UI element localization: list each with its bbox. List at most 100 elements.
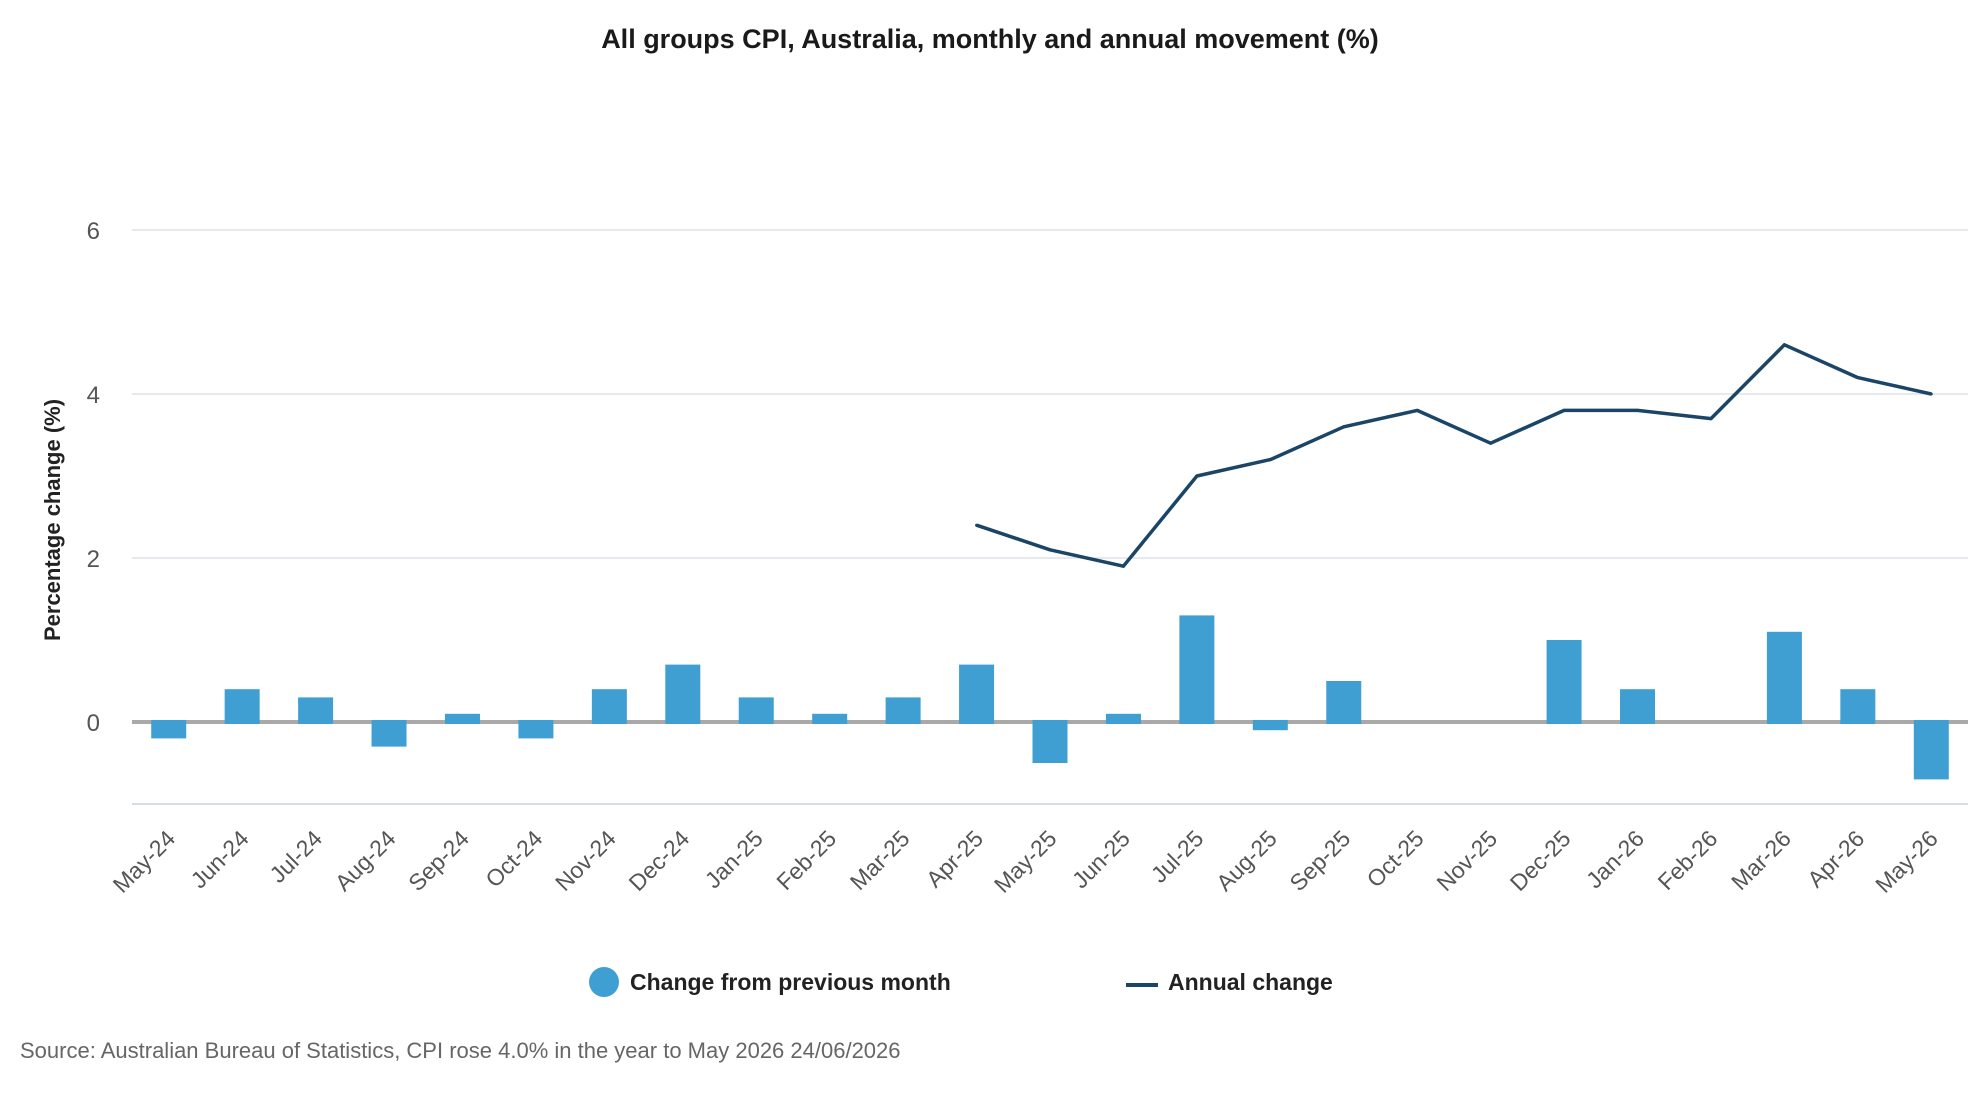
y-tick-label: 0 bbox=[87, 710, 100, 737]
y-axis-ticks: 0 2 4 6 bbox=[87, 218, 100, 737]
bar-base-Jan-26 bbox=[1620, 720, 1656, 724]
grid-lines bbox=[132, 229, 1968, 805]
x-tick-label: Oct-25 bbox=[1362, 825, 1429, 892]
y-axis-label: Percentage change (%) bbox=[40, 399, 65, 641]
bar-base-Mar-26 bbox=[1766, 720, 1802, 724]
legend-line-label: Annual change bbox=[1168, 969, 1333, 995]
bar-May-25 bbox=[1032, 722, 1068, 763]
x-tick-label: Jun-25 bbox=[1067, 825, 1135, 893]
bar-base-May-25 bbox=[1032, 720, 1068, 724]
bar-base-Jun-25 bbox=[1105, 720, 1141, 724]
annual-point-May-25 bbox=[1048, 548, 1052, 552]
bar-Mar-26 bbox=[1766, 631, 1802, 722]
y-tick-label: 2 bbox=[87, 546, 100, 573]
annual-point-Apr-25 bbox=[975, 523, 979, 527]
bar-May-26 bbox=[1913, 722, 1949, 780]
bar-base-Aug-25 bbox=[1252, 720, 1288, 724]
annual-point-Dec-25 bbox=[1562, 408, 1566, 412]
annual-change-line bbox=[976, 343, 1932, 568]
bar-Jan-25 bbox=[738, 697, 774, 722]
bar-base-Jun-24 bbox=[224, 720, 260, 724]
x-tick-label: Aug-25 bbox=[1211, 825, 1282, 896]
bar-Jun-25 bbox=[1105, 713, 1141, 722]
bar-Oct-24 bbox=[518, 722, 554, 739]
y-tick-label: 6 bbox=[87, 218, 100, 245]
bar-Jan-26 bbox=[1620, 689, 1656, 722]
bar-Sep-25 bbox=[1326, 681, 1362, 722]
bar-Mar-25 bbox=[885, 697, 921, 722]
bar-base-May-24 bbox=[151, 720, 187, 724]
source-note: Source: Australian Bureau of Statistics,… bbox=[20, 1038, 901, 1063]
bar-base-Sep-24 bbox=[444, 720, 480, 724]
bar-Dec-24 bbox=[665, 664, 701, 722]
x-tick-label: Oct-24 bbox=[480, 825, 547, 892]
x-tick-label: Sep-24 bbox=[403, 825, 474, 896]
x-tick-label: May-26 bbox=[1870, 825, 1943, 898]
zero-line-layer bbox=[132, 720, 1968, 724]
x-tick-label: Nov-24 bbox=[550, 825, 621, 896]
x-tick-label: May-24 bbox=[108, 825, 181, 898]
legend-bar-label: Change from previous month bbox=[630, 969, 951, 995]
x-tick-label: Mar-25 bbox=[845, 825, 915, 895]
bar-base-Dec-24 bbox=[665, 720, 701, 724]
bar-Sep-24 bbox=[444, 713, 480, 722]
x-tick-label: Jan-26 bbox=[1581, 825, 1649, 893]
x-tick-label: Mar-26 bbox=[1726, 825, 1796, 895]
bar-Feb-25 bbox=[812, 713, 848, 722]
bar-base-May-26 bbox=[1913, 720, 1949, 724]
x-tick-label: Jul-24 bbox=[264, 825, 327, 888]
bar-base-Aug-24 bbox=[371, 720, 407, 724]
bar-Aug-25 bbox=[1252, 722, 1288, 731]
annual-point-Mar-26 bbox=[1782, 343, 1786, 347]
bar-base-Dec-25 bbox=[1546, 720, 1582, 724]
bar-base-Nov-24 bbox=[591, 720, 627, 724]
annual-point-Feb-26 bbox=[1709, 417, 1713, 421]
annual-point-Nov-25 bbox=[1489, 441, 1493, 445]
bar-Dec-25 bbox=[1546, 640, 1582, 722]
x-tick-label: May-25 bbox=[989, 825, 1062, 898]
annual-point-Jul-25 bbox=[1195, 474, 1199, 478]
annual-point-Sep-25 bbox=[1342, 425, 1346, 429]
bar-Nov-24 bbox=[591, 689, 627, 722]
x-tick-label: Jun-24 bbox=[186, 825, 254, 893]
x-tick-label: Aug-24 bbox=[330, 825, 401, 896]
line-series bbox=[975, 343, 1933, 568]
bar-series bbox=[151, 615, 1949, 780]
annual-point-Jan-26 bbox=[1636, 408, 1640, 412]
bar-base-Apr-26 bbox=[1840, 720, 1876, 724]
x-tick-label: Sep-25 bbox=[1284, 825, 1355, 896]
bar-base-Jul-25 bbox=[1179, 720, 1215, 724]
x-tick-label: Nov-25 bbox=[1431, 825, 1502, 896]
annual-point-Oct-25 bbox=[1415, 408, 1419, 412]
bar-Jun-24 bbox=[224, 689, 260, 722]
annual-point-Jun-25 bbox=[1121, 564, 1125, 568]
legend: Change from previous month Annual change bbox=[589, 967, 1333, 997]
bar-base-Mar-25 bbox=[885, 720, 921, 724]
legend-bar-marker bbox=[589, 967, 619, 997]
annual-point-May-26 bbox=[1929, 392, 1933, 396]
bar-May-24 bbox=[151, 722, 187, 739]
bar-base-Apr-25 bbox=[959, 720, 995, 724]
bar-base-Sep-25 bbox=[1326, 720, 1362, 724]
x-tick-label: Jan-25 bbox=[700, 825, 768, 893]
annual-point-Apr-26 bbox=[1856, 376, 1860, 380]
x-tick-label: Dec-24 bbox=[624, 825, 695, 896]
x-tick-label: Feb-26 bbox=[1653, 825, 1723, 895]
x-tick-label: Apr-26 bbox=[1802, 825, 1869, 892]
x-tick-label: Jul-25 bbox=[1146, 825, 1209, 888]
x-tick-label: Dec-25 bbox=[1505, 825, 1576, 896]
bar-Jul-25 bbox=[1179, 615, 1215, 722]
bar-Aug-24 bbox=[371, 722, 407, 747]
x-axis-ticks: May-24 Jun-24 Jul-24 Aug-24 Sep-24 Oct-24 Nov-… bbox=[108, 825, 1943, 898]
annual-point-Aug-25 bbox=[1268, 458, 1272, 462]
bar-Apr-25 bbox=[959, 664, 995, 722]
bar-base-Oct-24 bbox=[518, 720, 554, 724]
y-tick-label: 4 bbox=[87, 382, 100, 409]
bar-base-Jul-24 bbox=[298, 720, 334, 724]
bar-Jul-24 bbox=[298, 697, 334, 722]
chart-title: All groups CPI, Australia, monthly and a… bbox=[601, 24, 1379, 54]
bar-base-Feb-25 bbox=[812, 720, 848, 724]
bar-base-Jan-25 bbox=[738, 720, 774, 724]
x-tick-label: Feb-25 bbox=[771, 825, 841, 895]
